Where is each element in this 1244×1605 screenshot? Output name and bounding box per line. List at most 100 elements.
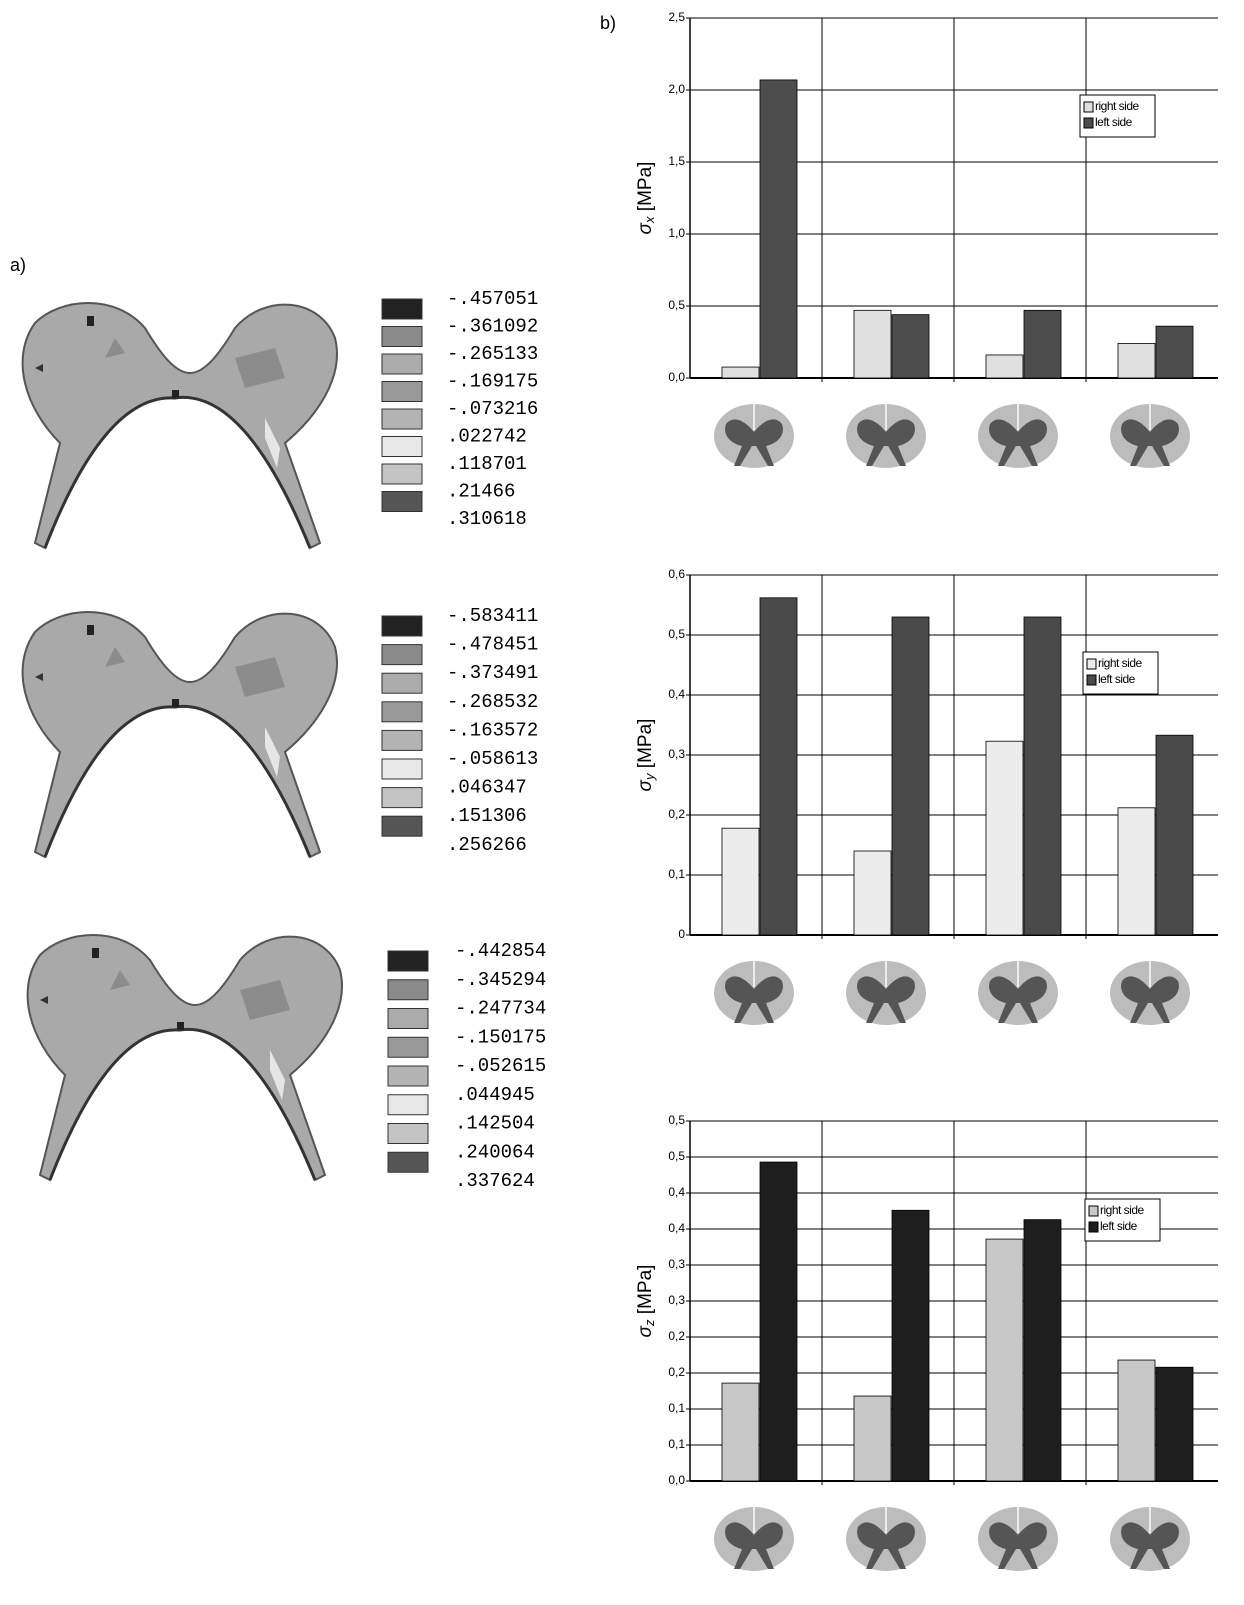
value-text: .073216 xyxy=(458,398,538,420)
legend-swatch xyxy=(388,1037,428,1057)
value-text: .163572 xyxy=(458,719,538,741)
y-tick-label: 0,0 xyxy=(668,1473,685,1487)
unit: [MPa] xyxy=(635,162,656,217)
y-tick-label: 1,0 xyxy=(668,226,685,240)
value-text: .058613 xyxy=(458,748,538,770)
legend-value: -.373491 xyxy=(447,662,538,684)
bar xyxy=(722,1383,759,1481)
legend-swatch xyxy=(382,702,422,722)
y-tick-label: 0,6 xyxy=(668,567,685,581)
bar xyxy=(986,741,1023,935)
value-text: .118701 xyxy=(447,453,527,475)
legend-swatch xyxy=(1089,1206,1098,1216)
value-text: .240064 xyxy=(455,1141,535,1163)
bar xyxy=(854,851,891,935)
y-tick-label: 0,1 xyxy=(668,1437,685,1451)
fem-image xyxy=(28,935,342,1180)
panel-label: a) xyxy=(10,255,26,275)
page: a) b) -.457051-.361092-.265133-.169175-.… xyxy=(0,0,1244,1605)
legend-value: -.169175 xyxy=(447,371,538,393)
bar xyxy=(854,310,891,378)
cross-section-icon xyxy=(846,1507,926,1571)
unit: [MPa] xyxy=(635,1265,656,1320)
value-text: .478451 xyxy=(458,634,538,656)
fem-image xyxy=(23,303,337,548)
legend-value: -.583411 xyxy=(447,605,538,627)
legend-swatch xyxy=(388,1009,428,1029)
cross-section-icon xyxy=(714,961,794,1025)
value-text: .373491 xyxy=(458,662,538,684)
value-sign: - xyxy=(447,691,458,713)
figure: a) b) -.457051-.361092-.265133-.169175-.… xyxy=(0,0,1244,1605)
y-tick-label: 0,3 xyxy=(668,1293,685,1307)
legend-value: -.265133 xyxy=(447,343,538,365)
value-text: .337624 xyxy=(455,1170,535,1192)
legend-value: .142504 xyxy=(455,1113,535,1135)
panel-label: b) xyxy=(600,13,616,33)
legend-value: .310618 xyxy=(447,508,527,530)
value-text: .151306 xyxy=(447,805,527,827)
legend-label: left side xyxy=(1098,672,1136,686)
value-text: .345294 xyxy=(466,969,546,991)
legend-value: -.268532 xyxy=(447,691,538,713)
value-text: .457051 xyxy=(458,288,538,310)
legend-value: .21466 xyxy=(447,481,515,503)
value-text: .265133 xyxy=(458,343,538,365)
y-axis-label: σz [MPa] xyxy=(635,1265,657,1338)
bar xyxy=(1118,1360,1155,1481)
legend-value: -.052615 xyxy=(455,1055,546,1077)
legend-value: .337624 xyxy=(455,1170,535,1192)
y-tick-label: 0,5 xyxy=(668,627,685,641)
bar xyxy=(854,1396,891,1481)
legend-label: left side xyxy=(1100,1219,1138,1233)
legend-swatch xyxy=(382,759,422,779)
value-text: .052615 xyxy=(466,1055,546,1077)
legend-value: .256266 xyxy=(447,834,527,856)
legend-value: -.457051 xyxy=(447,288,538,310)
legend-swatch xyxy=(388,1066,428,1086)
cross-section-icon xyxy=(714,404,794,468)
legend-value: -.247734 xyxy=(455,998,546,1020)
legend-swatch xyxy=(1089,1222,1098,1232)
value-text: .046347 xyxy=(447,777,527,799)
bar xyxy=(892,1210,929,1481)
legend-swatch xyxy=(382,492,422,512)
legend-swatch xyxy=(382,464,422,484)
value-sign: - xyxy=(447,662,458,684)
bar xyxy=(760,80,797,378)
y-tick-label: 0,1 xyxy=(668,867,685,881)
legend-swatch xyxy=(382,788,422,808)
value-text: .442854 xyxy=(466,940,546,962)
bar xyxy=(1156,326,1193,378)
y-tick-label: 0 xyxy=(678,927,685,941)
legend-value: -.073216 xyxy=(447,398,538,420)
legend-value: .240064 xyxy=(455,1141,535,1163)
legend-swatch xyxy=(382,730,422,750)
bar xyxy=(892,617,929,935)
legend-swatch xyxy=(382,616,422,636)
value-sign: - xyxy=(455,1026,466,1048)
legend-label: left side xyxy=(1095,115,1133,129)
cross-section-icon xyxy=(1110,404,1190,468)
value-text: .268532 xyxy=(458,691,538,713)
legend-value: .046347 xyxy=(447,777,527,799)
legend-label: right side xyxy=(1095,99,1140,113)
legend-label: right side xyxy=(1100,1203,1145,1217)
legend-value: -.361092 xyxy=(447,316,538,338)
value-text: .361092 xyxy=(458,316,538,338)
value-text: .21466 xyxy=(447,481,515,503)
value-sign: - xyxy=(447,719,458,741)
legend-swatch xyxy=(388,1152,428,1172)
legend-value: -.345294 xyxy=(455,969,546,991)
value-text: .256266 xyxy=(447,834,527,856)
legend-value: -.163572 xyxy=(447,719,538,741)
y-tick-label: 0,4 xyxy=(668,1185,685,1199)
bar xyxy=(760,598,797,935)
bar xyxy=(1156,1367,1193,1481)
y-axis-label: σy [MPa] xyxy=(635,719,657,792)
legend-swatch xyxy=(382,382,422,402)
legend-swatch xyxy=(1087,659,1096,669)
value-text: .247734 xyxy=(466,998,546,1020)
value-text: .044945 xyxy=(455,1084,535,1106)
cross-section-icon xyxy=(978,404,1058,468)
